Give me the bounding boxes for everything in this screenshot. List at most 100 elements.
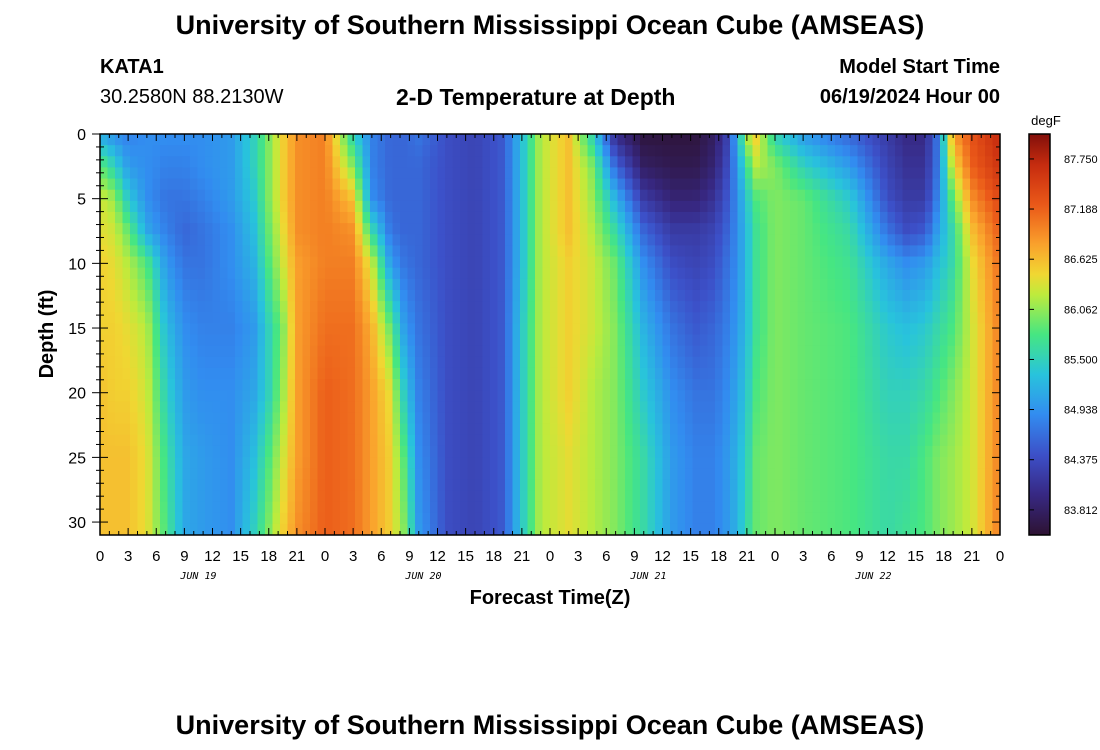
heatmap-cell xyxy=(467,512,476,525)
heatmap-cell xyxy=(872,412,881,425)
heatmap-cell xyxy=(550,367,559,380)
heatmap-cell xyxy=(617,156,626,169)
heatmap-cell xyxy=(242,523,251,535)
heatmap-cell xyxy=(602,390,611,402)
heatmap-cell xyxy=(910,234,919,246)
heatmap-cell xyxy=(542,390,551,402)
heatmap-cell xyxy=(632,167,641,180)
heatmap-cell xyxy=(767,501,776,514)
heatmap-cell xyxy=(782,345,791,358)
heatmap-cell xyxy=(437,223,446,235)
heatmap-cell xyxy=(197,156,206,169)
heatmap-cell xyxy=(400,423,409,436)
heatmap-cell xyxy=(527,367,536,380)
heatmap-cell xyxy=(542,468,551,480)
heatmap-cell xyxy=(970,211,979,224)
y-tick-label: 25 xyxy=(68,450,86,467)
heatmap-cell xyxy=(535,445,544,458)
heatmap-cell xyxy=(722,223,731,235)
heatmap-cell xyxy=(520,167,529,180)
heatmap-cell xyxy=(707,134,716,146)
heatmap-cell xyxy=(475,267,484,280)
heatmap-cell xyxy=(760,367,769,380)
heatmap-cell xyxy=(535,457,544,469)
heatmap-cell xyxy=(460,367,469,380)
heatmap-cell xyxy=(850,512,859,525)
heatmap-cell xyxy=(250,200,259,213)
heatmap-cell xyxy=(707,345,716,358)
heatmap-cell xyxy=(572,490,581,503)
heatmap-cell xyxy=(730,167,739,180)
heatmap-cell xyxy=(670,223,679,235)
heatmap-cell xyxy=(760,457,769,469)
heatmap-cell xyxy=(610,490,619,503)
heatmap-cell xyxy=(640,145,649,157)
heatmap-cell xyxy=(520,423,529,436)
heatmap-cell xyxy=(467,312,476,324)
heatmap-cell xyxy=(625,412,634,425)
heatmap-cell xyxy=(647,379,656,391)
heatmap-cell xyxy=(310,390,319,402)
heatmap-cell xyxy=(100,211,109,224)
heatmap-cell xyxy=(497,445,506,458)
heatmap-cell xyxy=(640,379,649,391)
heatmap-cell xyxy=(317,323,326,336)
heatmap-cell xyxy=(730,289,739,302)
heatmap-cell xyxy=(932,479,941,492)
heatmap-cell xyxy=(212,423,221,436)
heatmap-cell xyxy=(257,134,266,146)
heatmap-cell xyxy=(737,156,746,169)
heatmap-cell xyxy=(985,211,994,224)
heatmap-cell xyxy=(887,178,896,191)
heatmap-cell xyxy=(355,345,364,358)
heatmap-cell xyxy=(910,490,919,503)
heatmap-cell xyxy=(782,189,791,202)
heatmap-cell xyxy=(422,501,431,514)
heatmap-cell xyxy=(302,490,311,503)
heatmap-cell xyxy=(767,289,776,302)
heatmap-cell xyxy=(962,523,971,535)
heatmap-cell xyxy=(370,134,379,146)
heatmap-cell xyxy=(400,412,409,425)
heatmap-cell xyxy=(400,501,409,514)
heatmap-cell xyxy=(107,523,116,535)
heatmap-cell xyxy=(692,234,701,246)
x-tick-label: 6 xyxy=(827,548,835,565)
x-tick-label: 21 xyxy=(964,548,981,565)
heatmap-cell xyxy=(242,301,251,313)
heatmap-cell xyxy=(407,245,416,258)
heatmap-cell xyxy=(220,256,229,269)
heatmap-cell xyxy=(670,468,679,480)
heatmap-cell xyxy=(550,457,559,469)
heatmap-cell xyxy=(670,189,679,202)
heatmap-cell xyxy=(842,256,851,269)
heatmap-cell xyxy=(700,223,709,235)
heatmap-cell xyxy=(910,445,919,458)
heatmap-cell xyxy=(445,512,454,525)
heatmap-cell xyxy=(775,412,784,425)
heatmap-cell xyxy=(557,523,566,535)
heatmap-cell xyxy=(857,457,866,469)
heatmap-cell xyxy=(670,512,679,525)
heatmap-cell xyxy=(632,134,641,146)
heatmap-cell xyxy=(235,468,244,480)
heatmap-cell xyxy=(527,145,536,157)
heatmap-cell xyxy=(572,200,581,213)
heatmap-cell xyxy=(850,490,859,503)
heatmap-cell xyxy=(407,211,416,224)
heatmap-cell xyxy=(797,434,806,447)
heatmap-cell xyxy=(662,167,671,180)
heatmap-cell xyxy=(385,200,394,213)
heatmap-cell xyxy=(475,145,484,157)
heatmap-cell xyxy=(220,334,229,347)
heatmap-cell xyxy=(520,468,529,480)
heatmap-cell xyxy=(602,501,611,514)
heatmap-cell xyxy=(490,468,499,480)
heatmap-cell xyxy=(355,490,364,503)
heatmap-cell xyxy=(895,223,904,235)
heatmap-cell xyxy=(265,434,274,447)
heatmap-cell xyxy=(910,267,919,280)
heatmap-cell xyxy=(190,134,199,146)
heatmap-cell xyxy=(190,312,199,324)
heatmap-cell xyxy=(287,445,296,458)
